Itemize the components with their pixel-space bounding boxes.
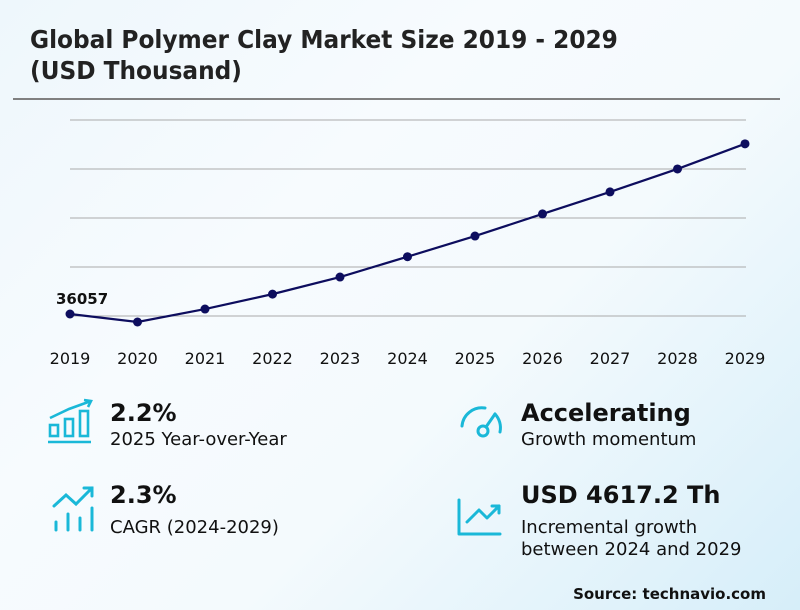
kpi-label-line-2: between 2024 and 2029 <box>521 539 742 560</box>
data-point <box>470 231 480 241</box>
x-tick-label: 2023 <box>320 349 361 368</box>
kpi-value: Accelerating <box>521 399 691 427</box>
x-tick-label: 2025 <box>455 349 496 368</box>
kpi-label-line-1: Incremental growth <box>521 517 698 538</box>
data-point <box>65 309 75 319</box>
x-tick-label: 2021 <box>185 349 226 368</box>
data-point <box>403 252 412 262</box>
chart-title: Global Polymer Clay Market Size 2019 - 2… <box>30 24 718 86</box>
data-point <box>673 164 682 174</box>
x-tick-label: 2022 <box>252 349 293 368</box>
title-line-1: Global Polymer Clay Market Size 2019 - 2… <box>30 25 618 54</box>
line-chart: 2019 2020 2021 2022 2023 2024 2025 2026 2027 2028… <box>50 119 766 368</box>
kpi-value: 2.2% <box>110 399 177 427</box>
kpi-label: Growth momentum <box>521 429 697 450</box>
data-point <box>200 304 210 314</box>
bar-chart-arrow-icon <box>48 398 93 444</box>
x-tick-label: 2024 <box>387 349 428 368</box>
kpi-value: 2.3% <box>110 481 177 509</box>
x-tick-label: 2019 <box>50 349 91 368</box>
line-chart-icon <box>457 498 502 536</box>
source-credit: Source: technavio.com <box>573 585 766 603</box>
kpi-label: CAGR (2024-2029) <box>110 517 279 538</box>
series-line <box>69 142 746 324</box>
kpi-value: USD 4617.2 Th <box>521 481 721 509</box>
annotations: 36057 <box>56 290 108 308</box>
data-point <box>268 289 277 299</box>
x-tick-label: 2029 <box>725 349 766 368</box>
trend-bars-icon <box>52 486 94 532</box>
kpi-label: 2025 Year-over-Year <box>110 429 287 450</box>
data-point <box>605 187 615 197</box>
x-tick-label: 2020 <box>117 349 158 368</box>
data-point <box>335 272 345 282</box>
data-point <box>133 317 142 327</box>
x-axis-ticks: 2019 2020 2021 2022 2023 2024 2025 2026 2027 2028… <box>50 349 766 368</box>
data-label: 36057 <box>56 290 108 308</box>
x-tick-label: 2026 <box>522 349 563 368</box>
x-tick-label: 2028 <box>657 349 698 368</box>
speedometer-icon <box>460 406 502 438</box>
x-tick-label: 2027 <box>590 349 631 368</box>
data-points <box>65 139 750 327</box>
title-line-2: (USD Thousand) <box>30 56 242 85</box>
title-divider <box>13 98 780 100</box>
gridlines <box>70 119 746 317</box>
data-point <box>538 209 547 219</box>
data-point <box>740 139 750 149</box>
